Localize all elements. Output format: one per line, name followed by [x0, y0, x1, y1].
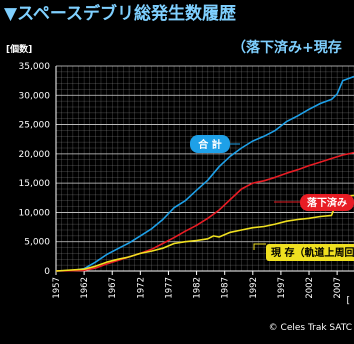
- series-line-decayed: [55, 151, 354, 272]
- source-credit: © Celes Trak SATC: [269, 323, 352, 333]
- y-tick-label: 10,000: [19, 208, 51, 218]
- y-tick-label: 35,000: [19, 62, 51, 72]
- series-lines: [55, 75, 354, 272]
- chart-title: ▼スペースデブリ総発生数履歴: [4, 3, 236, 24]
- x-tick-label: 2007: [333, 277, 343, 299]
- y-tick-label: 15,000: [19, 179, 51, 189]
- legend-decayed-label: 落下済み: [307, 196, 347, 209]
- legend-total: 合 計: [190, 135, 240, 153]
- legend-total-label: 合 計: [197, 138, 221, 151]
- x-tick-label: 1987: [221, 277, 231, 299]
- y-tick-label: 0: [44, 267, 50, 277]
- x-tick-label: 1997: [277, 277, 287, 299]
- series-line-existing: [55, 194, 354, 272]
- x-tick-label: 1982: [193, 277, 203, 299]
- series-line-total: [55, 75, 354, 272]
- legend-decayed-badge: [300, 194, 354, 211]
- x-tick-label: 2002: [305, 277, 315, 299]
- legend-existing: 現 存（軌道上周回中: [253, 243, 354, 261]
- y-tick-label: 25,000: [19, 121, 51, 131]
- legend-existing-label: 現 存（軌道上周回中: [271, 246, 354, 259]
- y-tick-label: 5,000: [24, 238, 50, 248]
- x-tick-labels: 1957 1962 1967 1972 1977 1982 1987 1992 1997 2002…: [52, 271, 343, 299]
- legend-decayed: 落下済み: [274, 194, 354, 211]
- x-tick-label: 1992: [249, 277, 259, 299]
- plot-grid: [55, 65, 354, 272]
- x-tick-label: 1967: [108, 277, 118, 299]
- legend-total-badge: [190, 135, 230, 153]
- legend-existing-badge: [266, 244, 354, 261]
- y-tick-labels: 0 5,000 10,000 15,000 20,000 25,000 30,000 35,0…: [19, 62, 51, 277]
- x-tick-label: 1962: [80, 277, 90, 299]
- chart-subtitle: （落下済み+現存: [232, 39, 342, 56]
- y-axis-unit: [個数]: [6, 43, 32, 55]
- y-tick-label: 30,000: [19, 91, 51, 101]
- x-axis-unit-partial: [: [346, 296, 350, 306]
- x-tick-label: 1972: [136, 277, 146, 299]
- x-tick-label: 1977: [164, 277, 174, 299]
- x-tick-label: 1957: [52, 277, 62, 299]
- y-tick-label: 20,000: [19, 150, 51, 160]
